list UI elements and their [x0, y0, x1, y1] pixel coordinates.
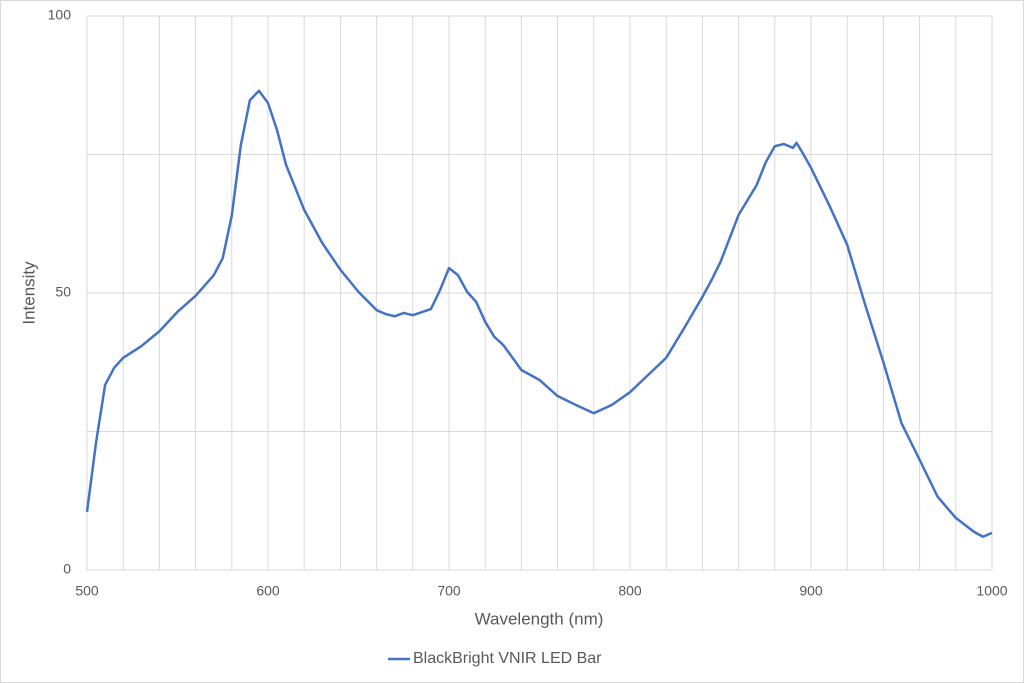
- x-tick-label: 800: [618, 583, 642, 599]
- y-axis-title: Intensity: [19, 261, 38, 325]
- x-tick-label: 700: [437, 583, 461, 599]
- x-axis-title: Wavelength (nm): [475, 609, 604, 628]
- x-tick-label: 600: [256, 583, 280, 599]
- x-tick-label: 900: [799, 583, 823, 599]
- y-tick-label: 100: [48, 7, 72, 23]
- x-tick-label: 1000: [976, 583, 1007, 599]
- legend-label: BlackBright VNIR LED Bar: [413, 650, 602, 667]
- x-tick-label: 500: [75, 583, 99, 599]
- y-tick-label: 0: [63, 561, 71, 577]
- y-tick-label: 50: [55, 284, 71, 300]
- data-line: [85, 89, 993, 539]
